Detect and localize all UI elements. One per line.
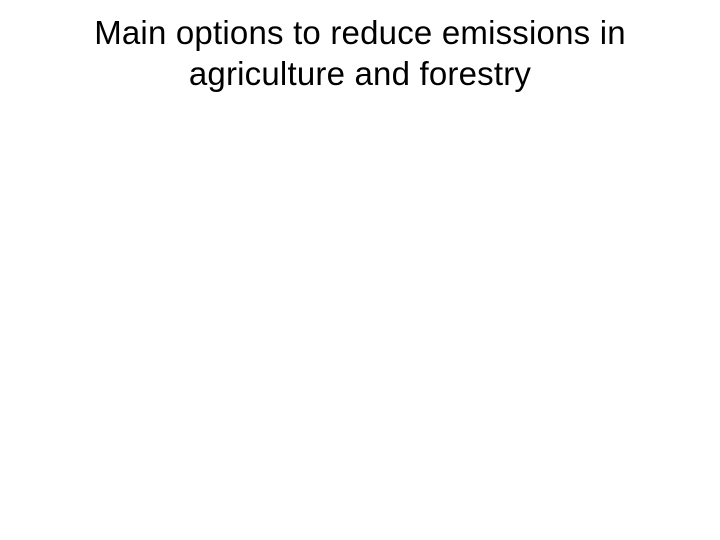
slide-container: Main options to reduce emissions in agri…	[0, 0, 720, 540]
slide-title: Main options to reduce emissions in agri…	[0, 12, 720, 95]
